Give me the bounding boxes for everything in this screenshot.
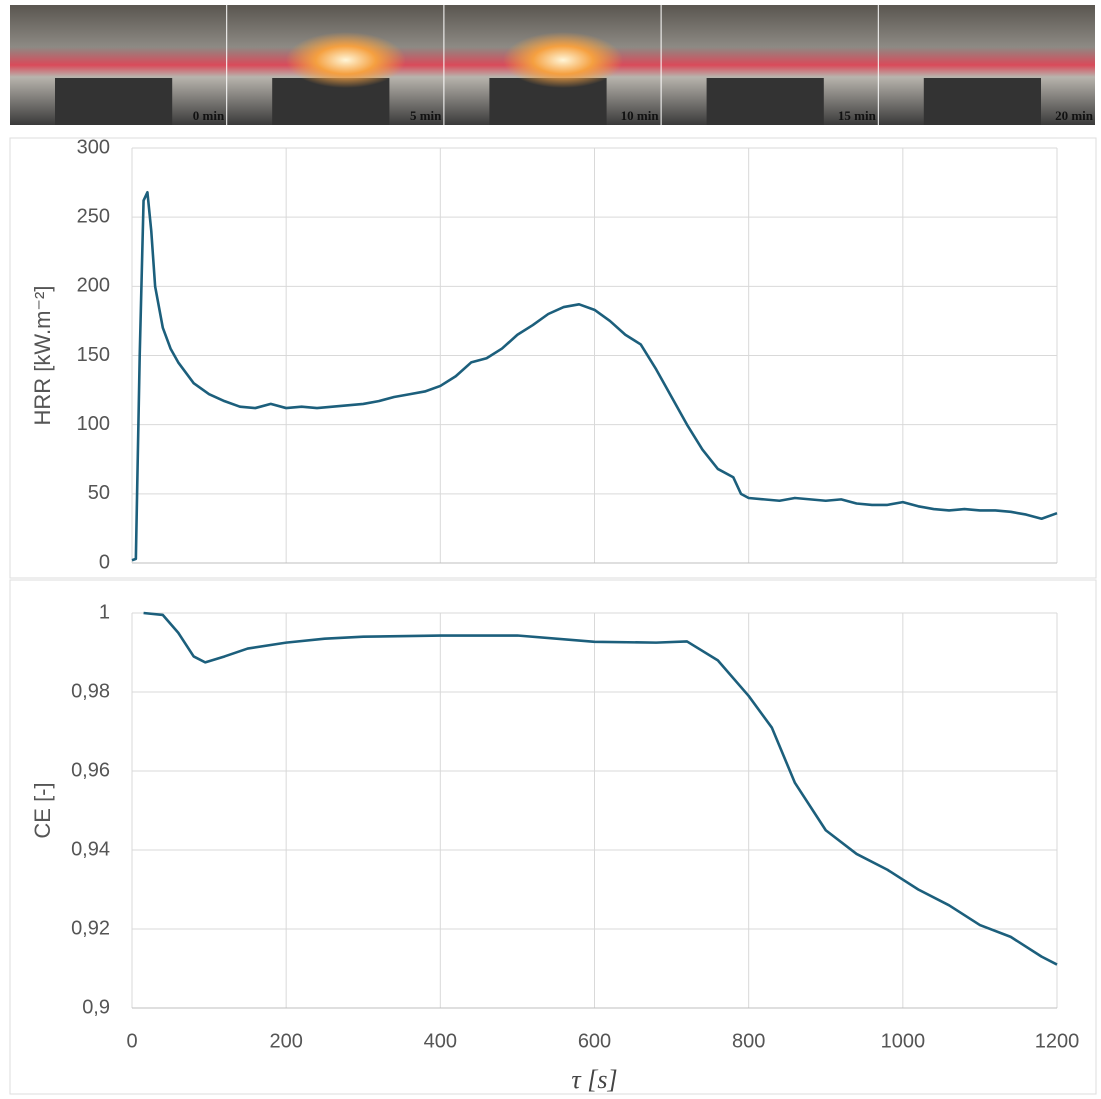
flame — [503, 32, 623, 88]
x-axis-title: τ [s] — [571, 1065, 617, 1094]
photo-label: 10 min — [621, 108, 660, 123]
data-line — [143, 611, 1058, 966]
y-tick-label: 0,96 — [71, 759, 110, 781]
sample-block — [55, 78, 173, 125]
x-tick-label: 800 — [732, 1030, 765, 1052]
photo-label: 0 min — [193, 108, 225, 123]
data-line — [131, 190, 1058, 562]
y-tick-label: 200 — [77, 275, 110, 297]
y-tick-label: 1 — [99, 601, 110, 623]
y-tick-label: 0,94 — [71, 838, 110, 860]
chart-frame — [9, 579, 1097, 1095]
x-tick-label: 600 — [578, 1030, 611, 1052]
y-tick-label: 100 — [77, 413, 110, 435]
y-axis-title: CE [-] — [30, 782, 55, 838]
x-tick-label: 200 — [269, 1030, 302, 1052]
photo-label: 5 min — [410, 108, 442, 123]
photo-label: 20 min — [1055, 108, 1094, 123]
y-tick-label: 0 — [99, 551, 110, 573]
y-tick-label: 0,9 — [82, 996, 110, 1018]
y-tick-label: 300 — [77, 136, 110, 158]
x-tick-label: 0 — [126, 1030, 137, 1052]
photo-label: 15 min — [838, 108, 877, 123]
x-tick-label: 1200 — [1035, 1030, 1080, 1052]
sample-block — [706, 78, 824, 125]
y-tick-label: 0,92 — [71, 917, 110, 939]
x-tick-label: 400 — [424, 1030, 457, 1052]
x-tick-label: 1000 — [881, 1030, 926, 1052]
flame — [285, 32, 406, 88]
y-tick-label: 150 — [77, 344, 110, 366]
y-tick-label: 250 — [77, 205, 110, 227]
sample-block — [923, 78, 1041, 125]
y-axis-title: HRR [kW.m⁻²] — [30, 286, 55, 426]
y-tick-label: 0,98 — [71, 680, 110, 702]
y-tick-label: 50 — [88, 482, 110, 504]
chart-frame — [9, 137, 1097, 579]
